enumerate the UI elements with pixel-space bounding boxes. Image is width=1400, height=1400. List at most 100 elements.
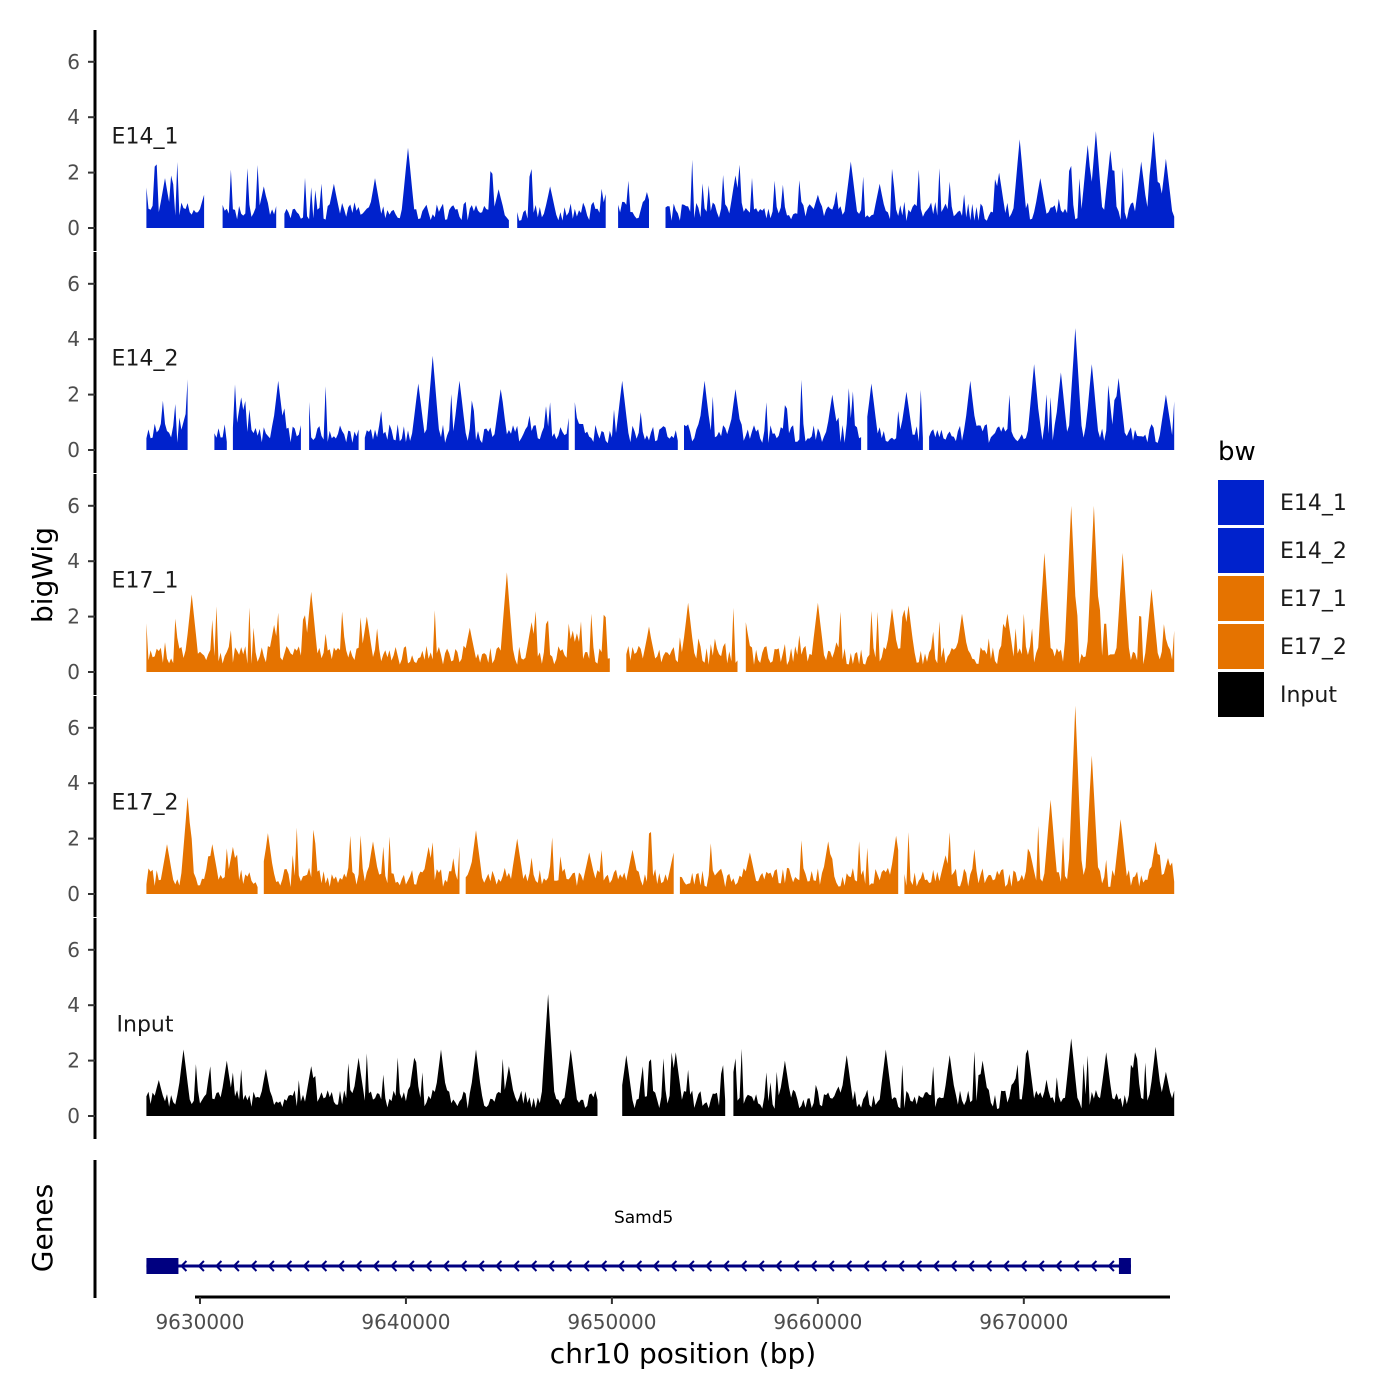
track-Input: 0 2 4 6 Input xyxy=(67,918,1175,1139)
signal-area xyxy=(146,572,610,672)
strand-arrow xyxy=(495,1260,503,1272)
signal-area xyxy=(284,147,509,228)
strand-arrow xyxy=(1090,1260,1098,1272)
x-axis-title: chr10 position (bp) xyxy=(550,1337,816,1370)
track-E17_2: 0 2 4 6 E17_2 xyxy=(67,696,1175,917)
strand-arrow xyxy=(285,1260,293,1272)
strand-arrow xyxy=(757,1260,765,1272)
signal-area xyxy=(214,424,227,450)
exon xyxy=(146,1258,179,1274)
strand-arrow xyxy=(267,1260,275,1272)
strand-arrow xyxy=(740,1260,748,1272)
strand-arrow xyxy=(460,1260,468,1272)
legend: bw E14_1 E14_2 E17_1 E17_2 Input xyxy=(1218,437,1347,717)
strand-arrow xyxy=(250,1260,258,1272)
strand-arrow xyxy=(862,1260,870,1272)
track-label: E17_2 xyxy=(112,791,179,816)
strand-arrow xyxy=(337,1260,345,1272)
y-tick-label: 6 xyxy=(67,494,80,518)
strand-arrow xyxy=(652,1260,660,1272)
y-tick-label: 6 xyxy=(67,716,80,740)
strand-arrow xyxy=(1107,1260,1115,1272)
strand-arrow xyxy=(180,1260,188,1272)
strand-arrow xyxy=(722,1260,730,1272)
strand-arrow xyxy=(1072,1260,1080,1272)
strand-arrow xyxy=(372,1260,380,1272)
strand-arrow xyxy=(792,1260,800,1272)
y-tick-label: 4 xyxy=(67,771,80,795)
legend-item-E17_1: E17_1 xyxy=(1218,576,1347,621)
strand-arrow xyxy=(565,1260,573,1272)
strand-arrow xyxy=(302,1260,310,1272)
y-tick-label: 2 xyxy=(67,605,80,629)
legend-swatch xyxy=(1218,528,1264,573)
strand-arrow xyxy=(1037,1260,1045,1272)
track-label: E14_2 xyxy=(112,347,179,372)
signal-area xyxy=(684,379,862,450)
signal-area xyxy=(929,328,1175,450)
signal-area xyxy=(222,165,277,228)
signal-area xyxy=(679,835,899,894)
legend-swatch xyxy=(1218,576,1264,621)
bigwig-tracks: 0 2 4 6 E14_1 0 2 4 6 E14_2 0 2 4 6 E17_1 0 2 4 6 E17_2 0 2 4 6… xyxy=(67,30,1175,1139)
signal-area xyxy=(867,383,923,450)
strand-arrow xyxy=(915,1260,923,1272)
y-tick-label: 2 xyxy=(67,383,80,407)
y-tick-label: 0 xyxy=(67,882,80,906)
strand-arrow xyxy=(547,1260,555,1272)
signal-area xyxy=(517,169,606,228)
strand-arrow xyxy=(197,1260,205,1272)
y-tick-label: 2 xyxy=(67,827,80,851)
legend-swatch xyxy=(1218,624,1264,669)
strand-arrow xyxy=(407,1260,415,1272)
strand-arrow xyxy=(530,1260,538,1272)
y-tick-label: 0 xyxy=(67,1104,80,1128)
y-tick-label: 6 xyxy=(67,50,80,74)
strand-arrow xyxy=(355,1260,363,1272)
signal-area xyxy=(745,505,1175,672)
gene-panel: Samd5 xyxy=(93,1160,1131,1298)
strand-arrow xyxy=(845,1260,853,1272)
gene-name-label: Samd5 xyxy=(614,1208,673,1228)
signal-area xyxy=(733,1038,1175,1116)
y-tick-label: 6 xyxy=(67,272,80,296)
track-E14_1: 0 2 4 6 E14_1 xyxy=(67,30,1175,251)
strand-arrow xyxy=(950,1260,958,1272)
legend-label: E17_2 xyxy=(1280,635,1347,660)
y-axis-title: bigWig xyxy=(26,527,59,623)
x-tick-label: 9660000 xyxy=(773,1310,862,1334)
strand-arrow xyxy=(705,1260,713,1272)
legend-item-Input: Input xyxy=(1218,672,1337,717)
y-tick-label: 4 xyxy=(67,993,80,1017)
y-tick-label: 4 xyxy=(67,105,80,129)
signal-area xyxy=(665,131,1175,228)
strand-arrow xyxy=(670,1260,678,1272)
y-tick-label: 0 xyxy=(67,660,80,684)
legend-swatch xyxy=(1218,480,1264,525)
track-label: Input xyxy=(117,1013,174,1038)
y-tick-label: 2 xyxy=(67,161,80,185)
signal-area xyxy=(622,1052,726,1116)
x-tick-label: 9650000 xyxy=(567,1310,656,1334)
signal-area xyxy=(626,602,738,672)
x-tick-label: 9630000 xyxy=(155,1310,244,1334)
legend-item-E17_2: E17_2 xyxy=(1218,624,1347,669)
signal-area xyxy=(465,830,674,894)
strand-arrow xyxy=(985,1260,993,1272)
strand-arrow xyxy=(635,1260,643,1272)
signal-area xyxy=(146,162,205,228)
strand-arrow xyxy=(1020,1260,1028,1272)
legend-item-E14_1: E14_1 xyxy=(1218,480,1347,525)
y-tick-label: 4 xyxy=(67,327,80,351)
legend-label: Input xyxy=(1280,683,1337,708)
legend-title: bw xyxy=(1218,437,1256,467)
signal-area xyxy=(232,380,301,450)
legend-label: E14_2 xyxy=(1280,539,1347,564)
strand-arrow xyxy=(687,1260,695,1272)
strand-arrow xyxy=(880,1260,888,1272)
x-axis: 9630000 9640000 9650000 9660000 9670000 xyxy=(155,1295,1170,1334)
y-tick-label: 6 xyxy=(67,938,80,962)
exon xyxy=(1118,1258,1131,1274)
gene-Samd5: Samd5 xyxy=(146,1208,1131,1274)
